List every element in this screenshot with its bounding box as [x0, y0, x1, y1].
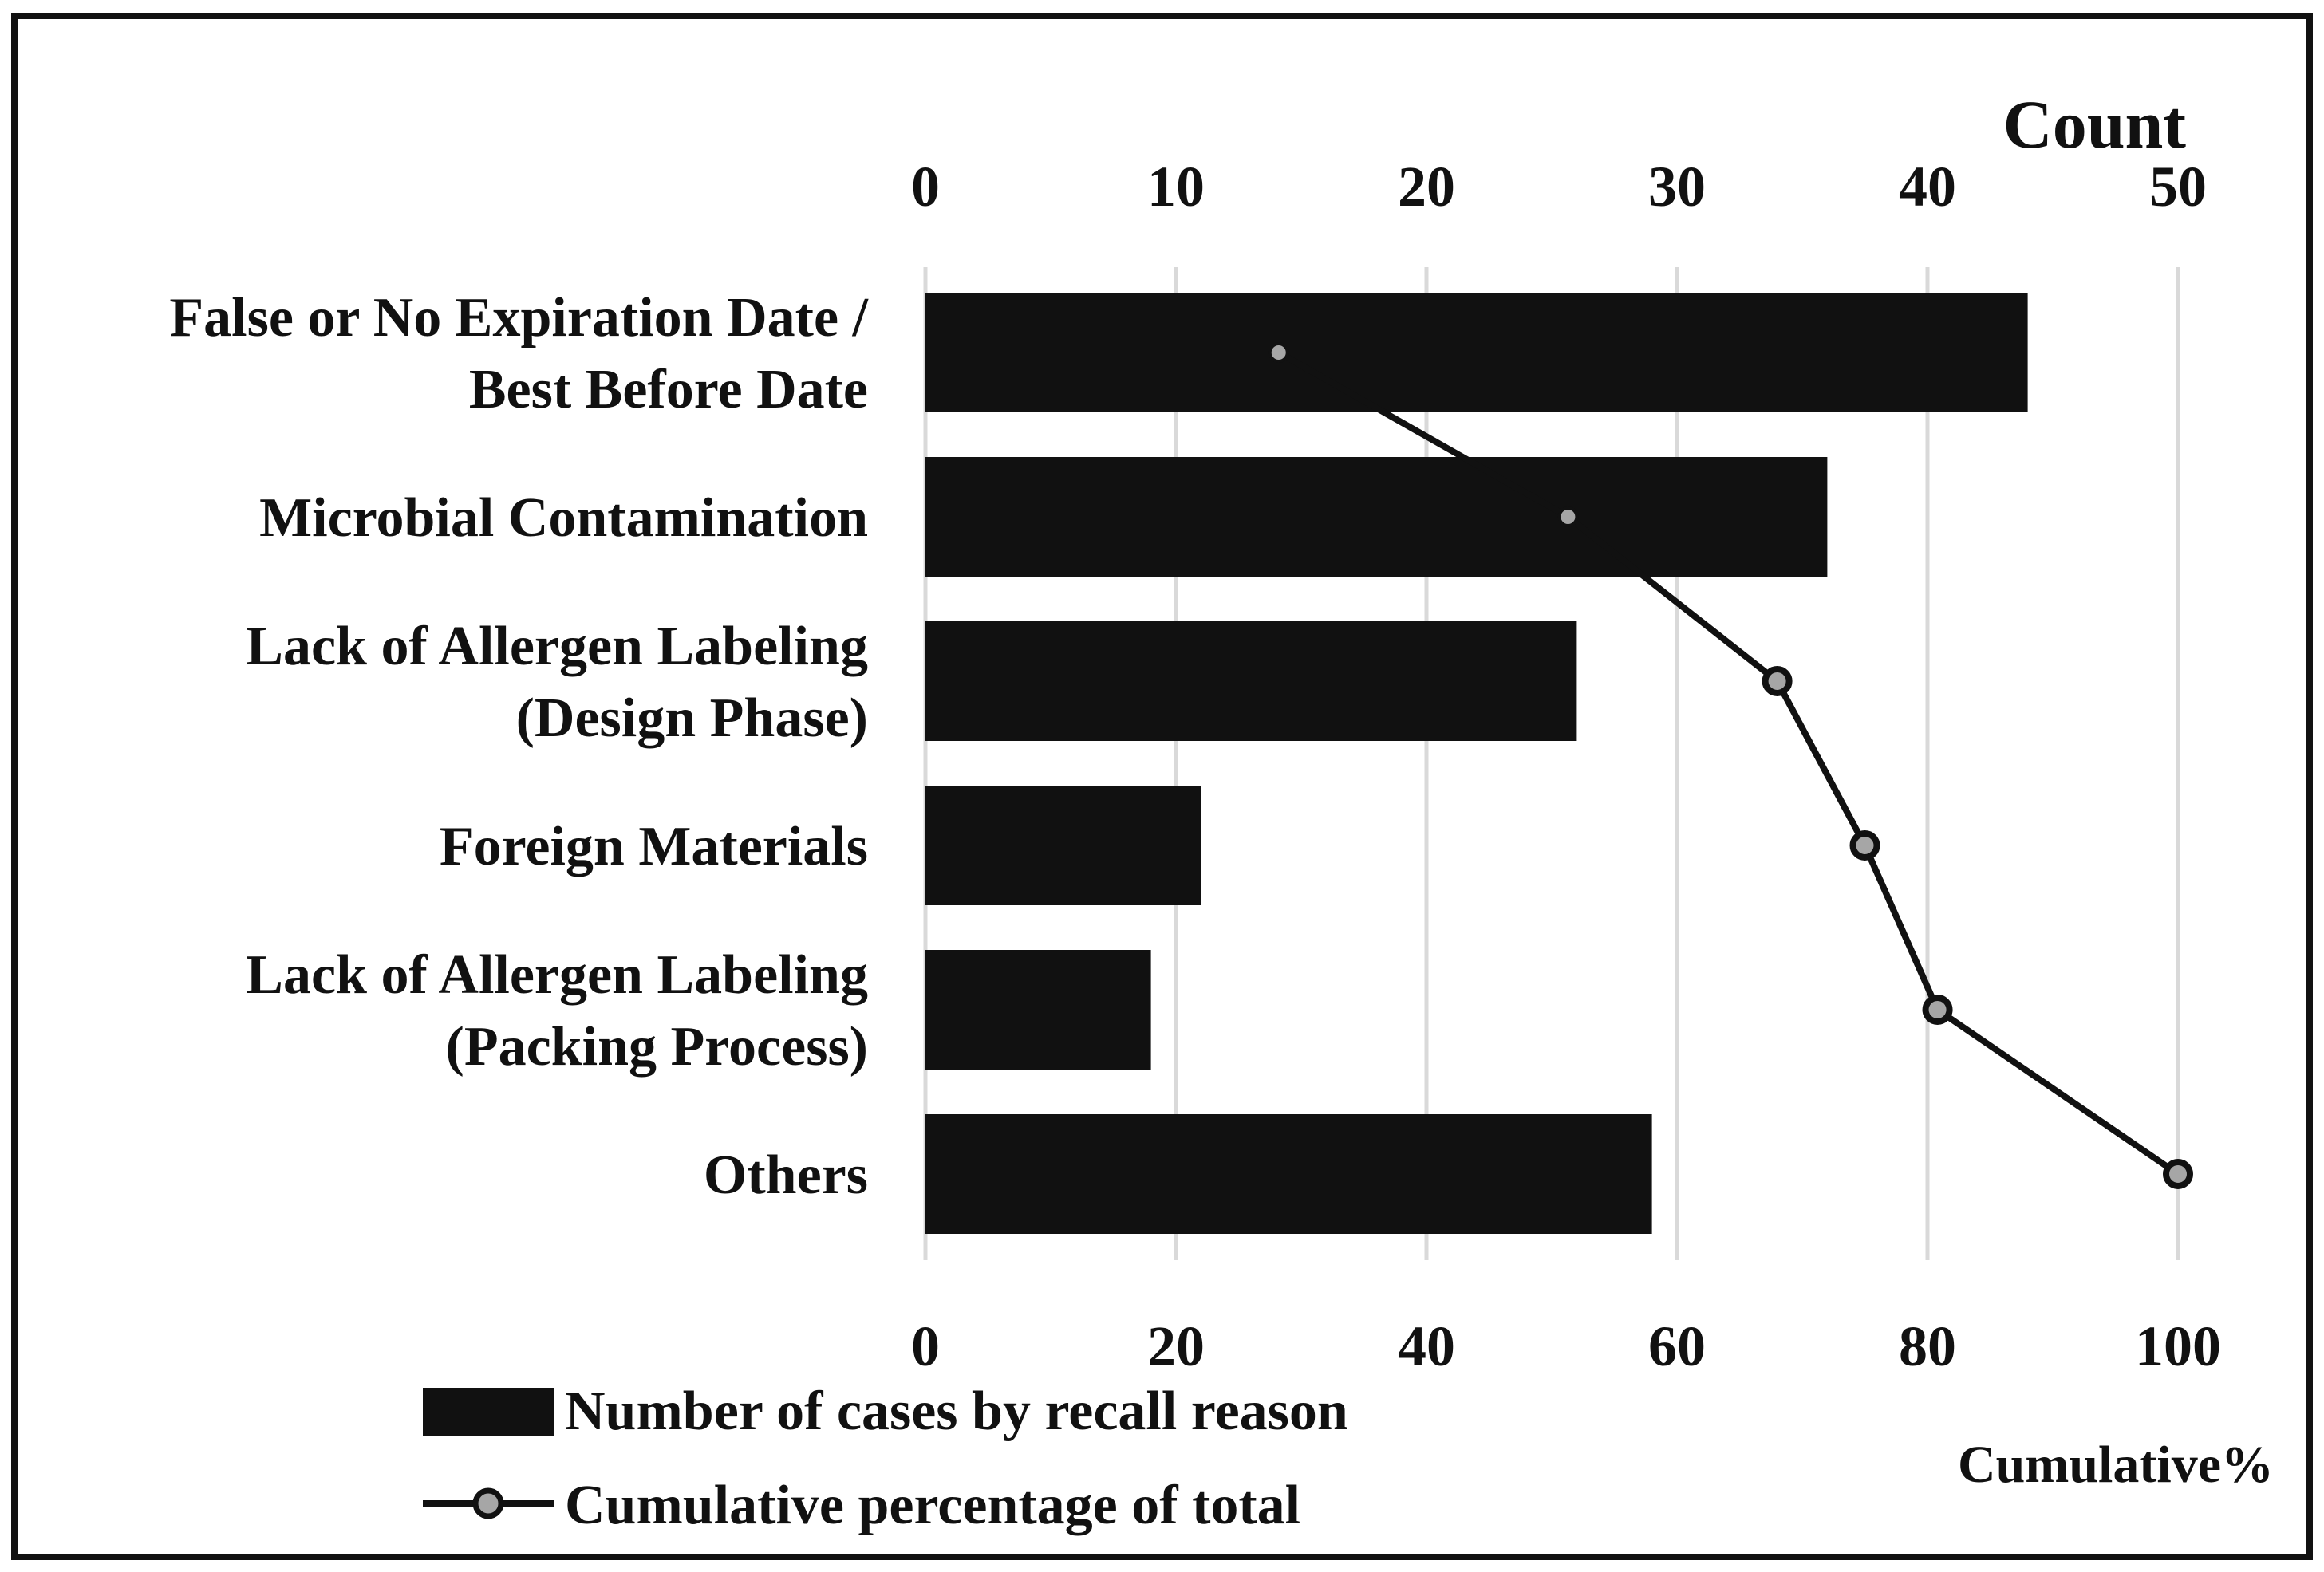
legend: Number of cases by recall reason Cumulat… — [423, 1381, 1348, 1536]
cumulative-tick-label: 60 — [1648, 1314, 1706, 1378]
count-axis-title: Count — [2003, 86, 2187, 163]
category-label: Best Before Date — [469, 359, 868, 420]
bar — [925, 457, 1828, 577]
bars — [925, 293, 2028, 1234]
cumulative-tick-label: 100 — [2135, 1314, 2221, 1378]
cumulative-point — [1268, 342, 1289, 363]
category-label: Foreign Materials — [440, 816, 868, 877]
category-label: Lack of Allergen Labeling — [246, 944, 868, 1006]
cumulative-tick-label: 80 — [1899, 1314, 1956, 1378]
bar — [925, 621, 1577, 741]
gridlines — [923, 267, 2180, 1260]
cumulative-tick-label: 20 — [1147, 1314, 1205, 1378]
cumulative-point — [1762, 666, 1793, 696]
category-label: Others — [704, 1145, 868, 1206]
category-label: Microbial Contamination — [259, 487, 868, 549]
count-tick-label: 50 — [2149, 155, 2207, 219]
legend-bar-label: Number of cases by recall reason — [565, 1381, 1348, 1442]
cumulative-axis-title: Cumulative% — [1958, 1436, 2274, 1494]
bar — [925, 950, 1151, 1070]
bar — [925, 293, 2028, 412]
legend-line-label: Cumulative percentage of total — [565, 1475, 1300, 1536]
legend-bar-swatch — [423, 1388, 554, 1436]
cumulative-point — [1922, 995, 1953, 1025]
cumulative-line — [1276, 349, 2180, 1177]
count-tick-label: 10 — [1147, 155, 1205, 219]
count-tick-label: 30 — [1648, 155, 1706, 219]
count-tick-label: 0 — [911, 155, 940, 219]
cumulative-axis-ticks: 0 20 40 60 80 100 — [911, 1314, 2221, 1378]
category-label: Lack of Allergen Labeling — [246, 616, 868, 677]
cumulative-tick-label: 40 — [1398, 1314, 1455, 1378]
cumulative-series-line — [1276, 349, 2180, 1177]
cumulative-markers — [1268, 342, 2193, 1189]
legend-line-marker — [472, 1487, 504, 1519]
count-tick-label: 40 — [1899, 155, 1956, 219]
cumulative-point — [1849, 830, 1880, 861]
cumulative-tick-label: 0 — [911, 1314, 940, 1378]
cumulative-point — [2163, 1159, 2193, 1189]
category-label: False or No Expiration Date / — [169, 287, 869, 349]
cumulative-point — [1557, 506, 1579, 527]
category-label: (Packing Process) — [446, 1016, 868, 1078]
category-labels: False or No Expiration Date / Best Before… — [169, 287, 869, 1206]
chart-frame — [11, 13, 2313, 1560]
bar — [925, 1114, 1652, 1234]
count-axis-ticks: 0 10 20 30 40 50 — [911, 155, 2207, 219]
bar — [925, 786, 1201, 905]
count-tick-label: 20 — [1398, 155, 1455, 219]
category-label: (Design Phase) — [516, 688, 868, 749]
